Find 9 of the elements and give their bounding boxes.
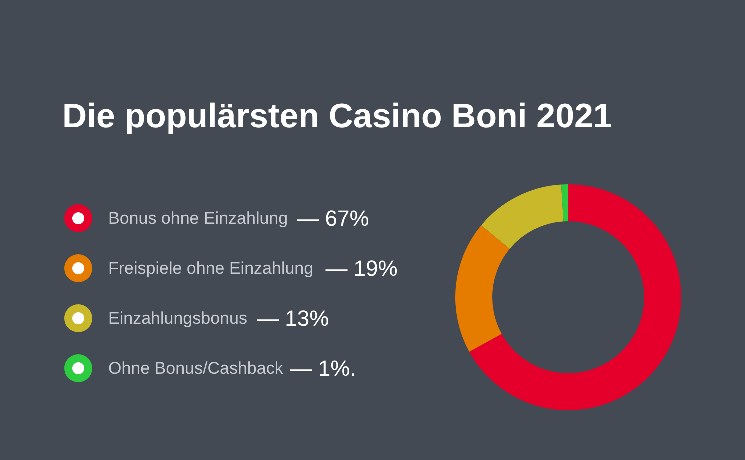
legend-label: Freispiele ohne Einzahlung: [108, 259, 314, 278]
data-label: — 13%: [257, 306, 330, 331]
legend-label: Bonus ohne Einzahlung: [108, 209, 288, 228]
legend-label: Ohne Bonus/Cashback: [108, 359, 284, 378]
legend-label: Einzahlungsbonus: [108, 309, 248, 328]
data-label: — 67%: [297, 206, 370, 231]
data-label: — 19%: [326, 256, 398, 281]
data-label: — 1%.: [290, 356, 356, 381]
chart-title: Die populärsten Casino Boni 2021: [62, 98, 612, 136]
